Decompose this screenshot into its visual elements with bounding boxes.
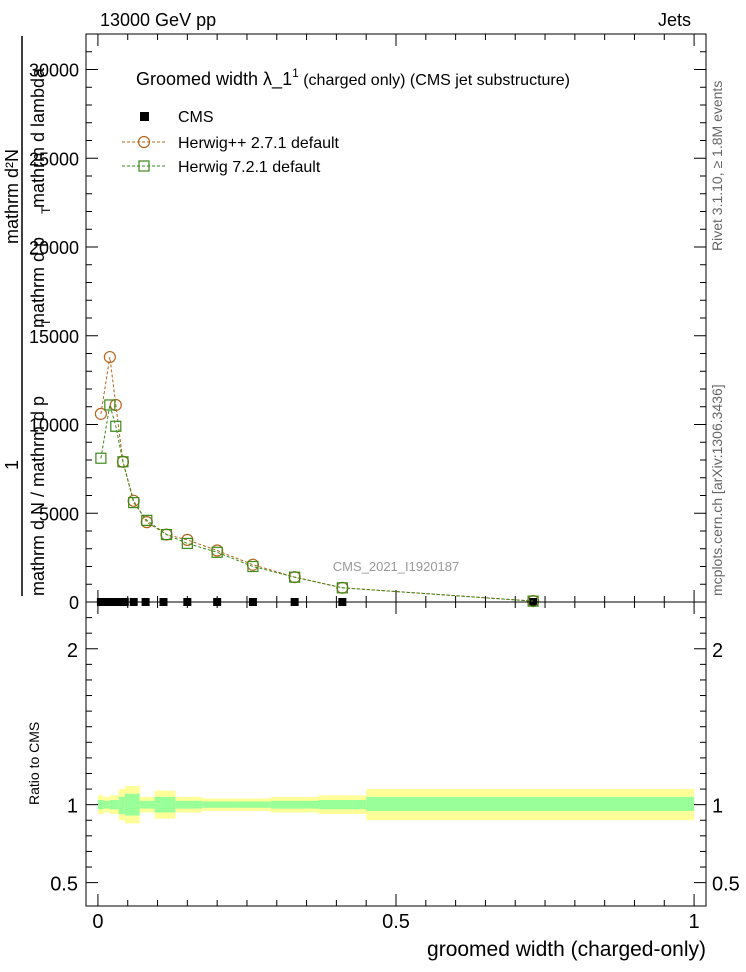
ratio-y-tick-label: 0.5: [50, 874, 78, 896]
ratio-band-inner: [139, 800, 155, 809]
ratio-band-inner: [366, 796, 695, 811]
ratio-band-inner: [202, 801, 236, 808]
main-y-tick-label: 20000: [29, 238, 79, 258]
ratio-y-tick-label: 2: [67, 640, 78, 662]
mcplots-label: mcplots.cern.ch [arXiv:1306.3436]: [709, 384, 725, 596]
herwig7-point: [128, 497, 140, 509]
main-y-axis-label: 1 mathrm d N / mathrm d p T mathrm d²N m…: [2, 36, 53, 596]
main-panel: 0 5000 10000 15000 20000 25000 30000 CMS_2021_…: [2, 33, 707, 613]
x-tick-label: 1: [689, 911, 700, 933]
ratio-y-tick-label-right: 2: [712, 640, 723, 662]
ratio-y-axis-label: Ratio to CMS: [26, 722, 42, 805]
legend-cms-label: CMS: [178, 109, 214, 126]
legend-herwigpp-marker: [137, 135, 151, 149]
x-tick-label: 0.5: [382, 911, 410, 933]
legend-herwig7-label: Herwig 7.2.1 default: [178, 159, 321, 176]
energy-label: 13000 GeV pp: [100, 10, 216, 30]
legend-herwig7-marker: [138, 160, 150, 172]
ylabel-numerator-one: 1: [2, 460, 22, 470]
herwigpp-point: [103, 350, 116, 364]
ratio-y-tick-label-right: 0.5: [712, 874, 740, 896]
ylabel-dp: mathrm d p: [28, 237, 48, 328]
ratio-band-inner: [154, 796, 176, 813]
ratio-band-inner: [270, 800, 319, 809]
series-line-2: [100, 404, 534, 602]
x-axis-label: groomed width (charged-only): [427, 938, 706, 961]
ylabel-dlambda: mathrm d lambda: [28, 67, 48, 208]
main-y-tick-label: 0: [69, 593, 79, 613]
ratio-frame: [85, 601, 707, 907]
ratio-band-inner: [118, 796, 125, 815]
herwig7-point: [95, 452, 107, 464]
series-layer: [94, 350, 540, 608]
ylabel-second-deriv: mathrm d²N: [2, 149, 22, 244]
herwig7-point: [181, 537, 193, 550]
category-label: Jets: [658, 10, 691, 30]
herwigpp-point: [94, 407, 108, 420]
herwigpp-point: [181, 533, 194, 546]
herwigpp-point: [109, 398, 122, 412]
chart-title: Groomed width λ_11 (charged only) (CMS j…: [136, 66, 570, 90]
main-y-tick-label: 15000: [29, 327, 79, 347]
chart-title-sup: 1: [292, 66, 299, 80]
main-y-tick-label: 30000: [29, 61, 79, 81]
herwig7-point: [527, 595, 539, 607]
herwig7-point: [211, 546, 223, 558]
main-x-ticks: [97, 34, 695, 602]
herwig7-point: [110, 420, 122, 432]
chart-title-rest: (charged only) (CMS jet substructure): [299, 72, 570, 89]
ratio-band-inner: [124, 793, 140, 816]
herwig7-point: [160, 528, 173, 541]
herwigpp-point: [140, 516, 153, 529]
ratio-y-ticks: 0.5 0.5 1 1 2 2: [50, 617, 740, 896]
herwig7-point: [247, 560, 259, 573]
ratio-band-inner: [109, 799, 119, 810]
ratio-band-inner: [318, 799, 367, 810]
ratio-y-tick-label: 1: [67, 796, 78, 818]
chart-title-main: Groomed width λ_1: [136, 69, 292, 90]
legend: CMS Herwig++ 2.7.1 default Herwig 7.2.1 …: [122, 109, 340, 176]
main-y-tick-label: 10000: [29, 416, 79, 436]
herwig7-point: [117, 456, 129, 468]
ratio-band-inner: [97, 799, 104, 810]
ratio-band-inner: [235, 801, 271, 808]
ylabel-denominator: mathrm d N / mathrm d p: [28, 396, 48, 596]
ratio-band-inner: [175, 800, 203, 809]
ratio-band-layer: [97, 785, 695, 824]
ratio-panel: 0.5 0.51 12 2 0 0.5 1 Ratio to CMS groomed wi…: [26, 601, 740, 961]
main-y-tick-label: 5000: [39, 504, 79, 524]
herwig7-point: [289, 571, 301, 583]
legend-herwigpp-label: Herwig++ 2.7.1 default: [178, 135, 340, 152]
ratio-band-inner: [103, 800, 110, 809]
herwigpp-point: [246, 558, 260, 571]
ylabel-denominator-sub: T: [39, 318, 53, 326]
series-line-1: [100, 356, 534, 602]
ratio-y-tick-label-right: 1: [712, 796, 723, 818]
herwig7-point: [141, 514, 153, 526]
legend-cms-marker: [140, 112, 149, 121]
main-y-ticks: 0 5000 10000 15000 20000 25000 30000: [29, 51, 706, 613]
herwig7-point: [104, 399, 116, 411]
ratio-x-ticks: 0 0.5 1: [92, 602, 700, 933]
watermark: CMS_2021_I1920187: [333, 559, 460, 574]
ylabel-dp-sub: T: [39, 206, 53, 214]
x-tick-label: 0: [92, 911, 103, 933]
main-y-tick-label: 25000: [29, 149, 79, 169]
rivet-label: Rivet 3.1.10, ≥ 1.8M events: [709, 81, 725, 251]
herwig7-point: [336, 582, 348, 594]
